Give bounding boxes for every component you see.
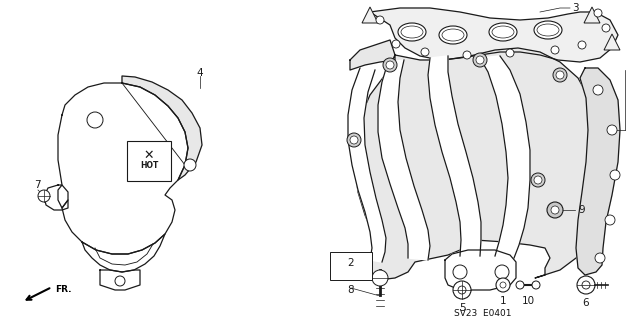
Polygon shape [58, 83, 188, 254]
Circle shape [496, 278, 510, 292]
Ellipse shape [439, 26, 467, 44]
Polygon shape [378, 60, 430, 260]
Circle shape [495, 265, 509, 279]
Circle shape [392, 40, 400, 48]
Text: ✕: ✕ [144, 149, 154, 161]
Ellipse shape [534, 21, 562, 39]
Circle shape [347, 133, 361, 147]
Ellipse shape [489, 23, 517, 41]
Circle shape [463, 51, 471, 59]
Text: 5: 5 [459, 303, 465, 313]
Polygon shape [370, 8, 618, 62]
Circle shape [184, 159, 196, 171]
Polygon shape [350, 40, 600, 280]
Circle shape [551, 46, 559, 54]
Polygon shape [480, 56, 530, 258]
Circle shape [534, 176, 542, 184]
Polygon shape [576, 68, 620, 275]
Circle shape [372, 270, 388, 286]
Polygon shape [44, 185, 68, 210]
Circle shape [602, 24, 610, 32]
Polygon shape [445, 250, 516, 290]
FancyBboxPatch shape [127, 141, 171, 181]
Circle shape [577, 276, 595, 294]
Circle shape [531, 173, 545, 187]
Circle shape [453, 265, 467, 279]
Circle shape [350, 136, 358, 144]
Text: 7: 7 [34, 180, 40, 190]
Text: 1: 1 [500, 296, 506, 306]
Circle shape [87, 112, 103, 128]
Polygon shape [82, 234, 165, 272]
Circle shape [595, 253, 605, 263]
Text: 6: 6 [582, 298, 589, 308]
Circle shape [115, 276, 125, 286]
Polygon shape [122, 76, 202, 180]
Polygon shape [348, 68, 386, 262]
Ellipse shape [492, 26, 514, 38]
Polygon shape [428, 56, 481, 256]
Circle shape [516, 281, 524, 289]
Ellipse shape [537, 24, 559, 36]
Text: 4: 4 [196, 68, 204, 78]
Circle shape [421, 48, 429, 56]
Circle shape [506, 49, 514, 57]
Circle shape [547, 202, 563, 218]
Circle shape [551, 206, 559, 214]
Circle shape [38, 190, 50, 202]
Circle shape [593, 85, 603, 95]
Circle shape [386, 61, 394, 69]
Circle shape [594, 9, 602, 17]
Circle shape [582, 281, 590, 289]
Circle shape [473, 53, 487, 67]
Polygon shape [604, 34, 620, 50]
Polygon shape [584, 7, 600, 23]
Circle shape [376, 16, 384, 24]
Text: 3: 3 [572, 3, 579, 13]
Circle shape [556, 71, 564, 79]
Circle shape [532, 281, 540, 289]
Ellipse shape [401, 26, 423, 38]
Text: SV23  E0401: SV23 E0401 [454, 309, 512, 318]
Text: 10: 10 [522, 296, 534, 306]
Polygon shape [100, 270, 140, 290]
Circle shape [605, 215, 615, 225]
Circle shape [476, 56, 484, 64]
Circle shape [610, 170, 620, 180]
Ellipse shape [442, 29, 464, 41]
Bar [330, 252, 372, 280]
Circle shape [578, 41, 586, 49]
Circle shape [500, 282, 506, 288]
Text: 8: 8 [348, 285, 355, 295]
Ellipse shape [398, 23, 426, 41]
Circle shape [553, 68, 567, 82]
Circle shape [458, 286, 466, 294]
Text: 2: 2 [348, 258, 355, 268]
Circle shape [607, 125, 617, 135]
Polygon shape [362, 7, 378, 23]
Text: 9: 9 [578, 205, 584, 215]
Circle shape [453, 281, 471, 299]
Circle shape [383, 58, 397, 72]
Text: FR.: FR. [55, 286, 72, 294]
Text: HOT: HOT [140, 161, 158, 170]
